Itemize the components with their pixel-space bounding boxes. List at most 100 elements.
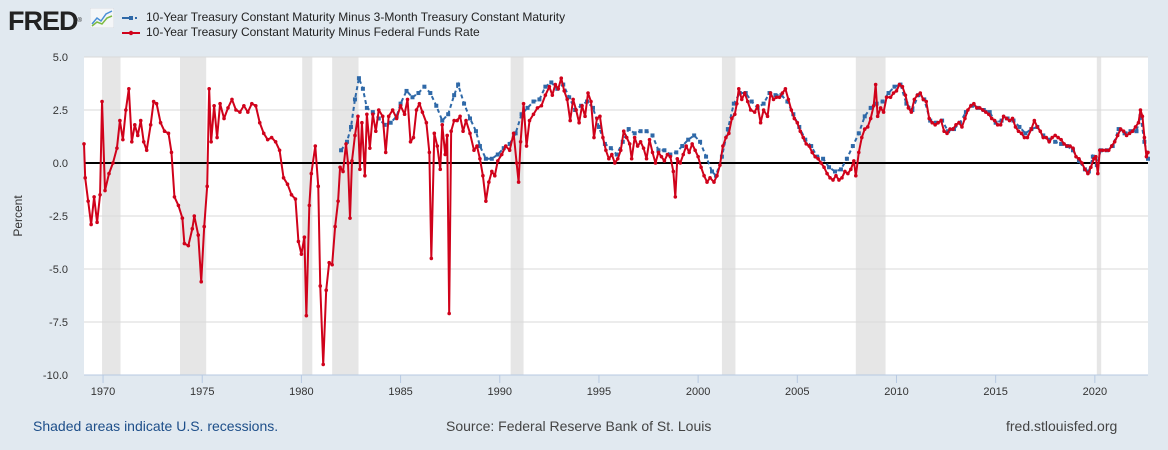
x-tick-label: 2015 <box>983 386 1007 398</box>
data-point-10y-minus-fedfunds <box>998 123 1003 127</box>
data-point-10y-minus-fedfunds <box>568 118 572 123</box>
series-line-10y-minus-3m <box>340 74 1149 178</box>
data-point-10y-minus-fedfunds <box>285 182 290 186</box>
data-point-10y-minus-fedfunds <box>176 203 181 208</box>
data-point-10y-minus-3m <box>483 156 488 161</box>
data-point-10y-minus-fedfunds <box>1124 133 1129 138</box>
data-point-10y-minus-3m <box>614 152 619 157</box>
data-point-10y-minus-fedfunds <box>127 87 131 91</box>
data-point-10y-minus-3m <box>963 110 968 115</box>
data-point-10y-minus-3m <box>686 137 691 142</box>
data-point-10y-minus-fedfunds <box>807 144 812 148</box>
data-point-10y-minus-fedfunds <box>1038 129 1043 133</box>
data-point-10y-minus-3m <box>596 124 601 129</box>
data-point-10y-minus-fedfunds <box>151 99 156 104</box>
data-point-10y-minus-3m <box>567 95 572 100</box>
data-point-10y-minus-3m <box>1116 127 1121 132</box>
data-point-10y-minus-fedfunds <box>289 193 294 197</box>
data-point-10y-minus-fedfunds <box>1146 150 1150 155</box>
data-point-10y-minus-fedfunds <box>1077 156 1081 161</box>
data-point-10y-minus-3m <box>364 105 369 110</box>
legend-item-10y-minus-fedfunds[interactable]: 10-Year Treasury Constant Maturity Minus… <box>122 25 565 40</box>
data-point-10y-minus-fedfunds <box>906 106 911 110</box>
data-point-10y-minus-fedfunds <box>1140 114 1145 119</box>
data-point-10y-minus-fedfunds <box>888 95 893 100</box>
data-point-10y-minus-fedfunds <box>852 159 856 163</box>
legend-item-10y-minus-3m[interactable]: 10-Year Treasury Constant Maturity Minus… <box>122 10 565 25</box>
data-point-10y-minus-fedfunds <box>945 131 949 136</box>
data-point-10y-minus-fedfunds <box>687 150 691 155</box>
data-point-10y-minus-fedfunds <box>665 152 670 157</box>
data-point-10y-minus-fedfunds <box>635 144 640 148</box>
data-point-10y-minus-fedfunds <box>900 84 905 89</box>
data-point-10y-minus-fedfunds <box>601 135 605 140</box>
data-point-10y-minus-3m <box>698 139 703 144</box>
data-point-10y-minus-fedfunds <box>771 97 776 102</box>
data-point-10y-minus-fedfunds <box>205 184 209 189</box>
legend-line-dot-marker-icon <box>122 30 140 35</box>
data-point-10y-minus-fedfunds <box>383 150 388 155</box>
data-point-10y-minus-fedfunds <box>1059 137 1063 142</box>
data-point-10y-minus-fedfunds <box>402 112 407 117</box>
data-point-10y-minus-3m <box>434 103 439 108</box>
data-point-10y-minus-fedfunds <box>868 116 873 121</box>
data-point-10y-minus-fedfunds <box>780 91 785 95</box>
y-tick-label: -7.5 <box>49 317 68 329</box>
data-point-10y-minus-3m <box>404 88 409 93</box>
data-point-10y-minus-fedfunds <box>1062 142 1066 146</box>
data-point-10y-minus-fedfunds <box>854 173 858 178</box>
data-point-10y-minus-fedfunds <box>983 110 988 114</box>
x-tick-label: 2005 <box>785 386 809 398</box>
data-point-10y-minus-fedfunds <box>828 176 832 180</box>
y-tick-label: 0.0 <box>53 158 68 170</box>
data-point-10y-minus-3m <box>832 169 837 174</box>
data-point-10y-minus-fedfunds <box>89 222 93 227</box>
data-point-10y-minus-fedfunds <box>755 103 760 108</box>
data-point-10y-minus-fedfunds <box>547 84 552 89</box>
data-point-10y-minus-fedfunds <box>875 114 880 119</box>
data-point-10y-minus-3m <box>352 97 357 102</box>
data-point-10y-minus-fedfunds <box>1133 125 1138 129</box>
data-point-10y-minus-fedfunds <box>524 144 529 148</box>
site-link[interactable]: fred.stlouisfed.org <box>1006 418 1118 434</box>
data-point-10y-minus-fedfunds <box>897 82 902 87</box>
data-point-10y-minus-fedfunds <box>118 118 122 123</box>
fred-logo[interactable]: FRED® <box>8 6 82 36</box>
data-point-10y-minus-3m <box>1090 154 1095 159</box>
data-point-10y-minus-fedfunds <box>659 154 664 159</box>
data-point-10y-minus-fedfunds <box>954 123 958 127</box>
data-point-10y-minus-3m <box>446 112 451 117</box>
data-point-10y-minus-3m <box>710 169 715 174</box>
data-point-10y-minus-fedfunds <box>461 129 465 133</box>
data-point-10y-minus-fedfunds <box>859 135 864 140</box>
data-point-10y-minus-3m <box>674 150 679 155</box>
data-point-10y-minus-fedfunds <box>111 161 115 165</box>
data-point-10y-minus-fedfunds <box>281 176 286 180</box>
data-point-10y-minus-fedfunds <box>1035 125 1040 129</box>
data-point-10y-minus-fedfunds <box>138 118 143 123</box>
data-point-10y-minus-fedfunds <box>141 140 146 144</box>
data-point-10y-minus-fedfunds <box>405 97 410 102</box>
data-point-10y-minus-fedfunds <box>222 116 226 121</box>
data-point-10y-minus-fedfunds <box>518 140 523 144</box>
data-point-10y-minus-fedfunds <box>942 129 946 133</box>
data-point-10y-minus-fedfunds <box>495 159 500 163</box>
data-point-10y-minus-fedfunds <box>739 97 744 102</box>
data-point-10y-minus-fedfunds <box>86 199 90 203</box>
data-point-10y-minus-fedfunds <box>798 129 803 133</box>
chart-graph-icon <box>90 8 114 28</box>
data-point-10y-minus-3m <box>704 154 709 159</box>
data-point-10y-minus-3m <box>987 110 992 115</box>
data-point-10y-minus-fedfunds <box>1096 171 1100 176</box>
data-point-10y-minus-fedfunds <box>891 91 896 95</box>
data-point-10y-minus-fedfunds <box>443 152 448 157</box>
fred-logo-text: FRED <box>8 6 78 36</box>
data-point-10y-minus-fedfunds <box>615 156 620 161</box>
data-point-10y-minus-fedfunds <box>207 87 211 91</box>
data-point-10y-minus-fedfunds <box>693 148 697 153</box>
data-point-10y-minus-fedfunds <box>192 214 197 218</box>
data-point-10y-minus-3m <box>376 116 381 121</box>
data-point-10y-minus-fedfunds <box>215 135 219 140</box>
data-point-10y-minus-fedfunds <box>810 150 814 155</box>
data-point-10y-minus-3m <box>1146 156 1150 161</box>
